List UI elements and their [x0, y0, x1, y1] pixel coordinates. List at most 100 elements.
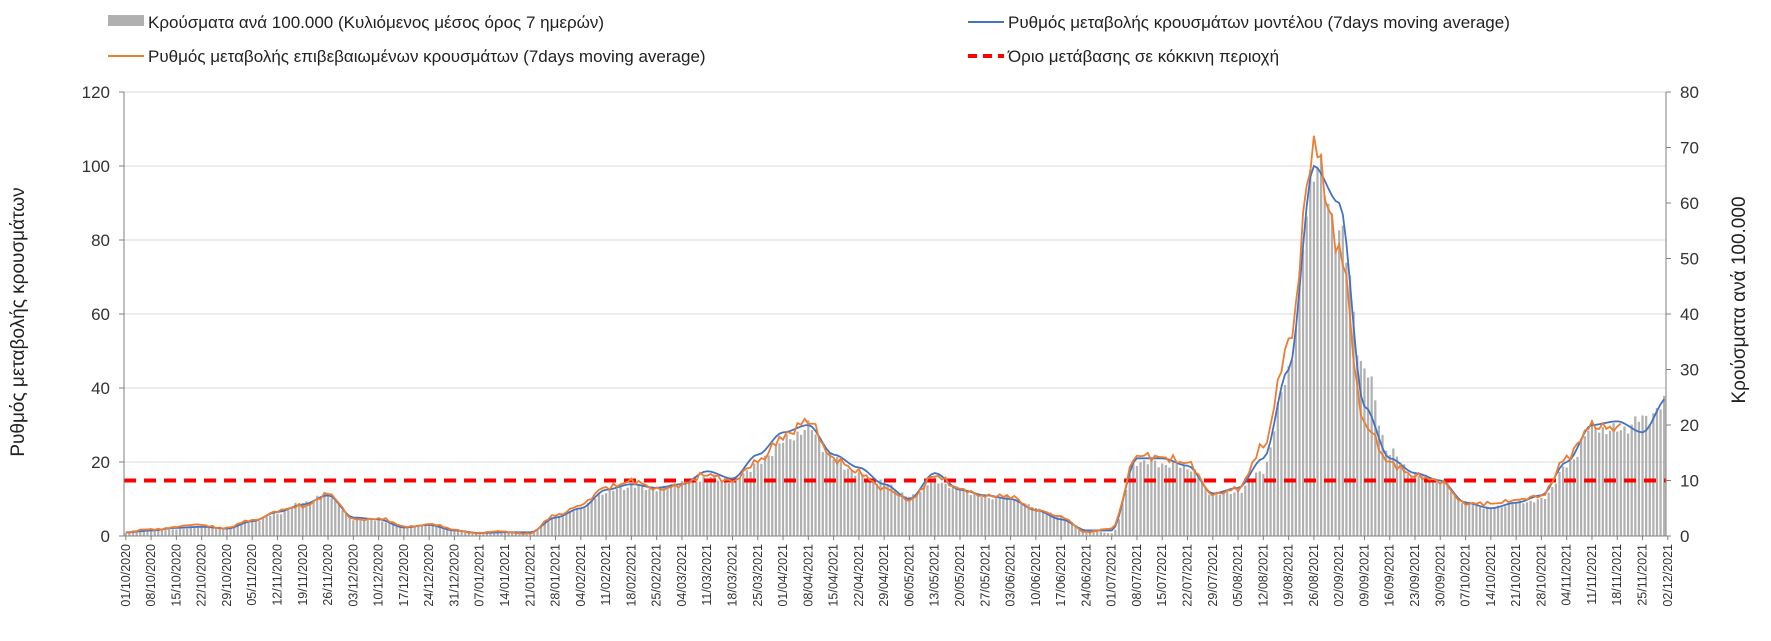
bar [279, 514, 283, 536]
y-left-axis-title: Ρυθμός μεταβολής κρουσμάτων [8, 187, 29, 456]
bar [861, 473, 864, 536]
x-tick-label: 07/10/2021 [1459, 544, 1473, 607]
bar [850, 470, 853, 536]
bar [1222, 492, 1225, 536]
bar [716, 480, 720, 536]
bar [994, 496, 998, 536]
x-tick-label: 28/10/2021 [1534, 544, 1548, 607]
bar [623, 489, 626, 536]
bar [778, 443, 781, 536]
bar [872, 481, 875, 536]
x-tick-label: 04/11/2021 [1560, 544, 1574, 606]
bar [417, 525, 420, 536]
bar [908, 496, 911, 536]
x-tick-label: 18/11/2021 [1610, 544, 1624, 606]
bar [756, 461, 759, 536]
bar [1218, 494, 1222, 536]
y-right-ticks: 0 10 20 30 40 50 60 70 80 [1666, 83, 1699, 546]
bar [1070, 522, 1074, 536]
bar [355, 519, 359, 536]
bar [818, 437, 821, 536]
bar [1515, 502, 1518, 536]
bar [1442, 479, 1446, 536]
bar [1045, 511, 1048, 536]
bar [774, 444, 777, 536]
bar [543, 522, 546, 536]
bar [168, 529, 171, 536]
y-left-tick-label: 120 [82, 83, 110, 102]
bar [1161, 463, 1164, 536]
bar [471, 532, 474, 536]
x-tick-label: 21/10/2021 [1509, 544, 1523, 607]
bar [1587, 430, 1590, 536]
x-tick-label: 24/06/2021 [1079, 544, 1093, 607]
bar [1475, 504, 1478, 536]
legend-label-confirmed: Ρυθμός μεταβολής επιβεβαιωμένων κρουσμάτ… [148, 47, 706, 66]
bar [283, 511, 286, 536]
bar [904, 496, 907, 536]
x-tick-label: 06/05/2021 [902, 544, 916, 607]
bar [662, 485, 665, 536]
bar [240, 524, 243, 536]
line-confirmed [125, 135, 1622, 536]
bar [601, 494, 604, 536]
bar [449, 530, 452, 536]
bar [388, 522, 391, 536]
x-tick-label: 27/05/2021 [978, 544, 992, 607]
bar [839, 459, 842, 536]
bar [1027, 504, 1030, 536]
bar [1489, 507, 1492, 536]
bar [290, 507, 294, 536]
bar [1392, 448, 1395, 536]
bar [911, 494, 915, 536]
bar [727, 483, 731, 536]
bar [1052, 515, 1056, 536]
bar [337, 503, 340, 536]
bar [384, 522, 387, 536]
bar [742, 473, 745, 536]
bar [760, 463, 763, 536]
bar [883, 482, 886, 536]
x-tick-label: 25/02/2021 [650, 544, 664, 607]
bar [706, 478, 709, 536]
bar [1110, 533, 1113, 536]
bar [482, 533, 485, 536]
bar [738, 478, 741, 536]
bar [832, 459, 835, 536]
bar [1663, 395, 1666, 536]
bar [1236, 491, 1240, 536]
bar [536, 529, 539, 536]
bar [1265, 461, 1269, 536]
x-tick-label: 04/03/2021 [675, 544, 689, 607]
bar [568, 511, 572, 536]
bar [518, 533, 521, 536]
bar [225, 528, 229, 536]
bar [695, 481, 698, 536]
bar [189, 527, 192, 536]
bar [987, 498, 991, 536]
bar [478, 533, 481, 536]
bar [597, 493, 600, 536]
bar [1374, 400, 1377, 536]
bar [998, 497, 1001, 536]
bar [1251, 479, 1254, 536]
legend-swatch-cases [108, 15, 144, 26]
bar [1291, 360, 1294, 536]
x-tick-label: 17/06/2021 [1054, 544, 1068, 607]
y-right-tick-label: 0 [1680, 527, 1689, 546]
bar [1583, 436, 1586, 536]
bar [612, 490, 615, 536]
bar [406, 527, 409, 536]
bar [424, 525, 427, 536]
bar [644, 490, 647, 536]
bar [789, 439, 792, 536]
bar [641, 484, 644, 536]
bar [576, 508, 579, 536]
bar [233, 527, 236, 536]
bar [1352, 311, 1355, 536]
x-tick-label: 11/11/2021 [1585, 544, 1599, 605]
bar [1605, 434, 1608, 536]
bar [402, 528, 405, 536]
bar [135, 532, 138, 536]
bar [381, 521, 384, 536]
